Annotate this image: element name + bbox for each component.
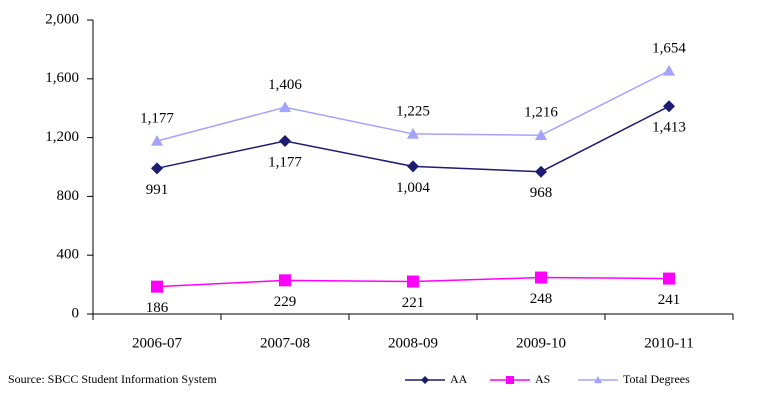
marker bbox=[407, 127, 419, 139]
data-label: 241 bbox=[658, 292, 681, 308]
y-tick-label: 2,000 bbox=[45, 11, 79, 27]
data-label: 1,177 bbox=[268, 154, 302, 170]
marker bbox=[151, 280, 163, 293]
data-label: 1,225 bbox=[396, 103, 430, 119]
legend-marker bbox=[594, 376, 602, 384]
data-label: 991 bbox=[146, 182, 169, 198]
data-label: 1,413 bbox=[652, 120, 686, 136]
data-label: 1,216 bbox=[524, 105, 558, 121]
y-tick-label: 0 bbox=[72, 305, 80, 321]
marker bbox=[279, 101, 291, 113]
marker bbox=[535, 165, 547, 178]
marker bbox=[407, 275, 419, 288]
marker bbox=[663, 272, 675, 285]
marker bbox=[407, 160, 419, 173]
marker bbox=[535, 129, 547, 141]
x-tick-label: 2008-09 bbox=[388, 335, 438, 351]
y-tick-label: 1,200 bbox=[45, 129, 79, 145]
data-label: 229 bbox=[274, 294, 297, 310]
legend-marker bbox=[421, 376, 429, 384]
marker bbox=[279, 134, 291, 147]
x-tick-label: 2009-10 bbox=[516, 335, 566, 351]
marker bbox=[535, 271, 547, 284]
marker bbox=[663, 100, 675, 113]
legend-label: AS bbox=[535, 372, 550, 386]
source-note: Source: SBCC Student Information System bbox=[8, 372, 217, 386]
x-tick-label: 2006-07 bbox=[132, 335, 182, 351]
y-tick-label: 1,600 bbox=[45, 70, 79, 86]
data-label: 1,004 bbox=[396, 180, 430, 196]
marker bbox=[663, 64, 675, 76]
data-label: 248 bbox=[530, 291, 553, 307]
legend-marker bbox=[506, 376, 514, 384]
y-tick-label: 800 bbox=[57, 188, 80, 204]
data-label: 1,654 bbox=[652, 40, 686, 56]
data-label: 221 bbox=[402, 295, 425, 311]
y-tick-label: 400 bbox=[57, 247, 80, 263]
data-label: 186 bbox=[146, 300, 169, 316]
data-label: 1,406 bbox=[268, 77, 302, 93]
x-tick-label: 2010-11 bbox=[644, 335, 693, 351]
marker bbox=[151, 162, 163, 175]
legend-label: Total Degrees bbox=[623, 372, 690, 386]
data-label: 968 bbox=[530, 185, 553, 201]
x-tick-label: 2007-08 bbox=[260, 335, 310, 351]
data-label: 1,177 bbox=[140, 110, 174, 126]
marker bbox=[151, 134, 163, 146]
marker bbox=[279, 274, 291, 287]
legend-label: AA bbox=[450, 372, 468, 386]
